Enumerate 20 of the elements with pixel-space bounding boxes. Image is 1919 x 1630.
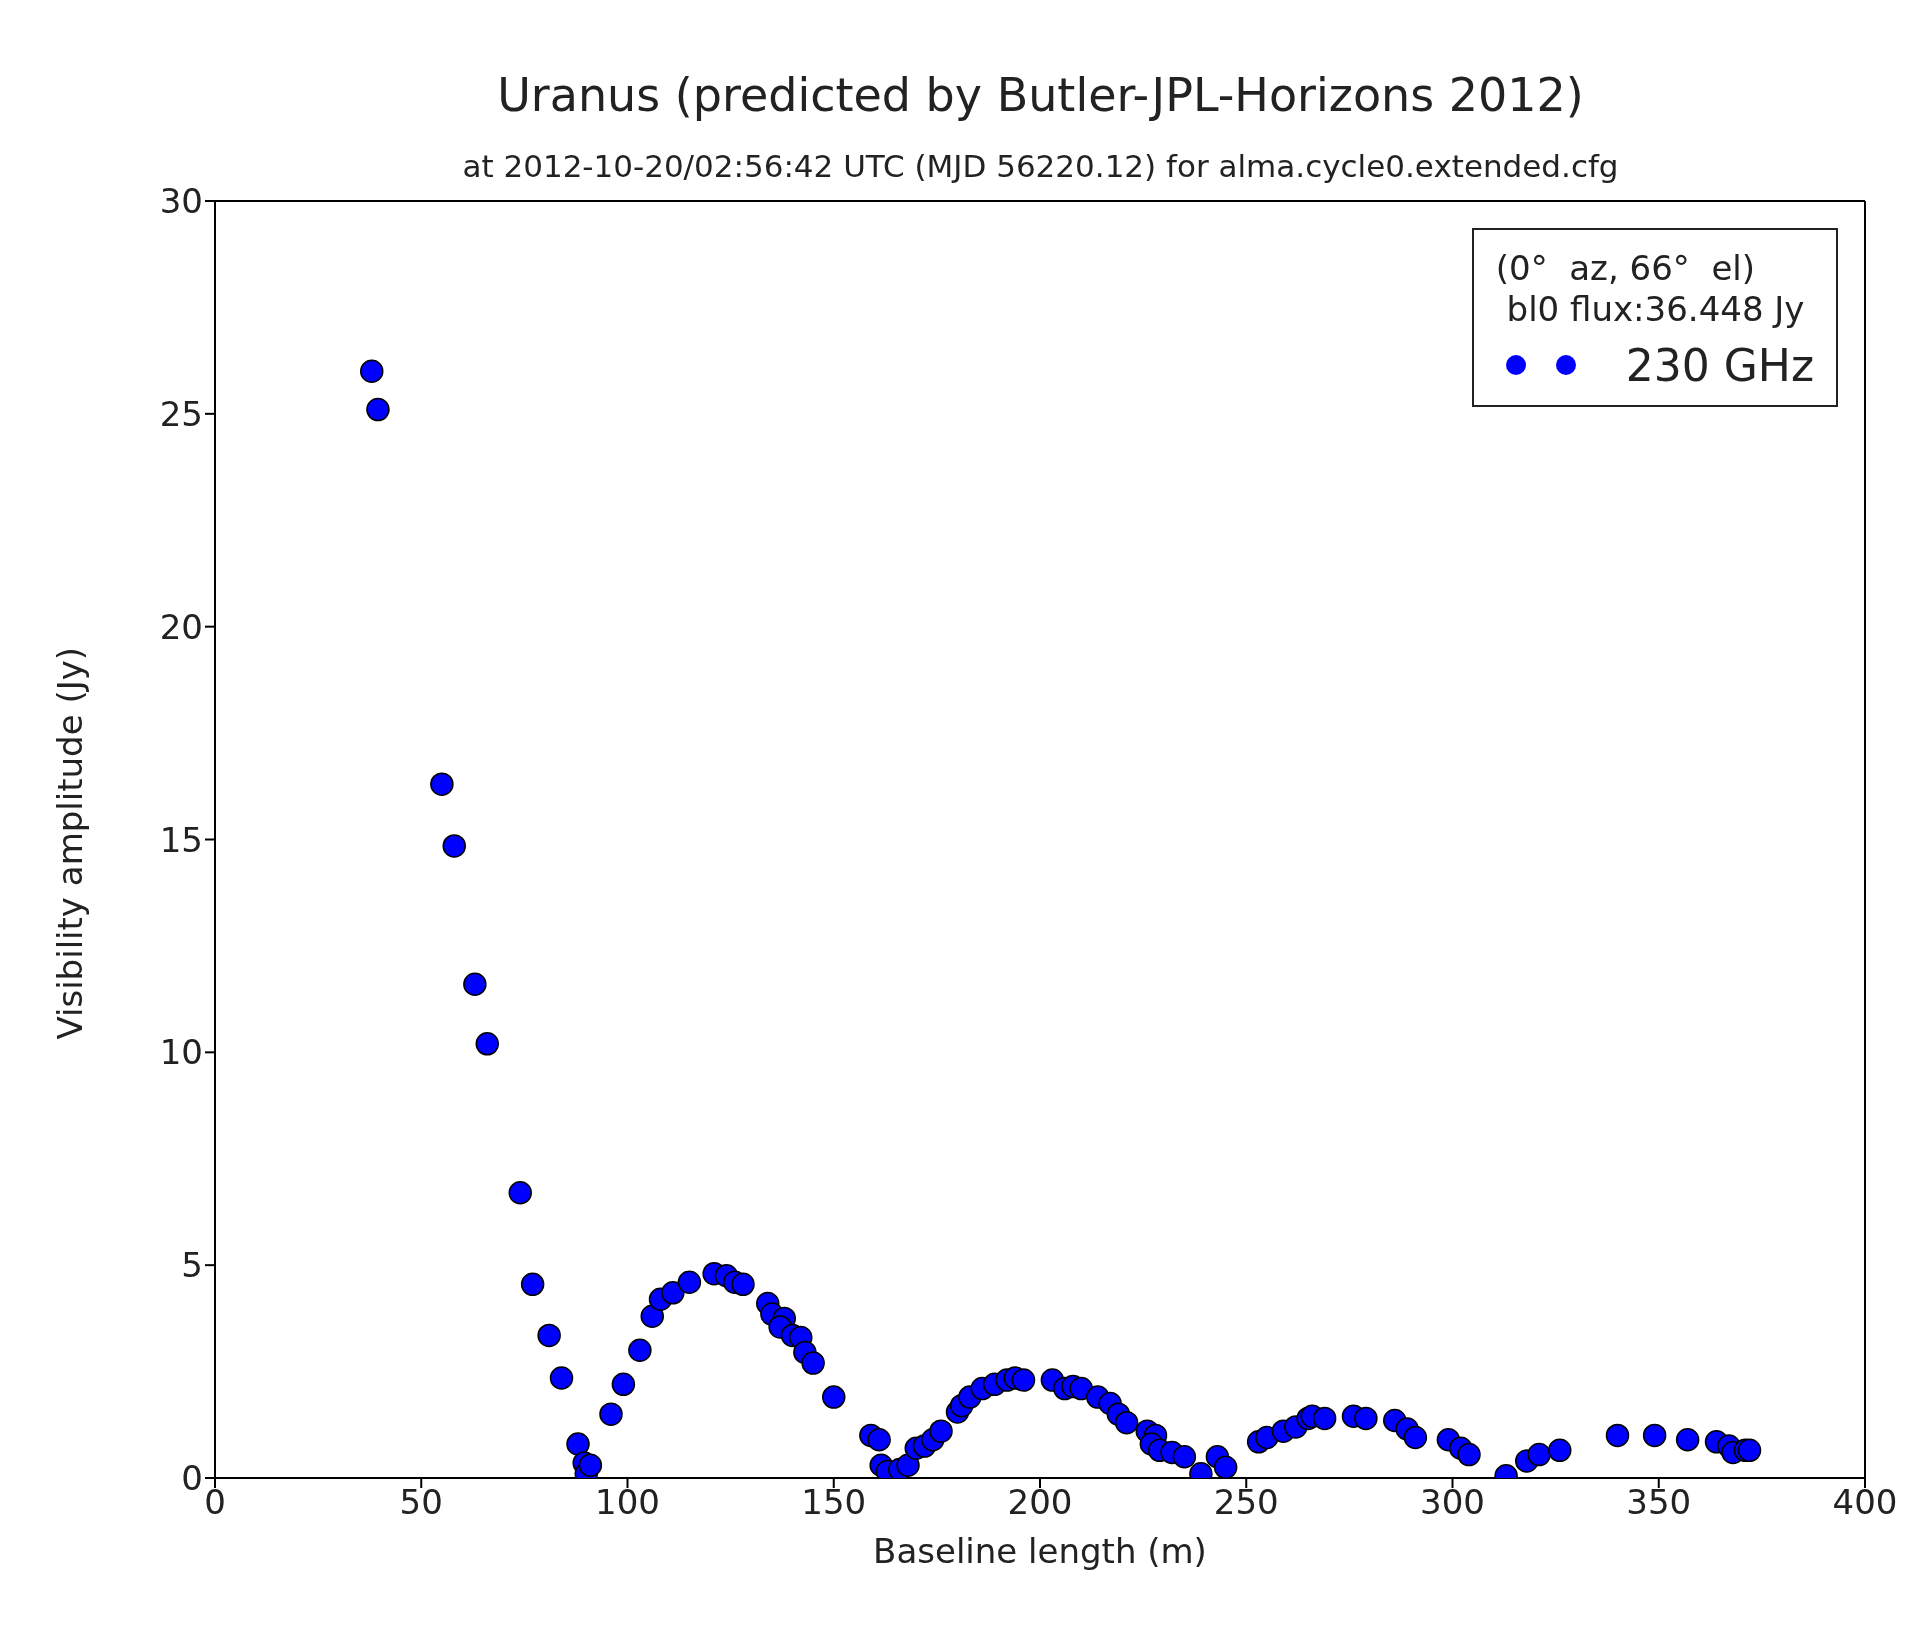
y-tick-label: 30 xyxy=(159,181,203,222)
chart-title: Uranus (predicted by Butler-JPL-Horizons 2012) xyxy=(496,68,1585,122)
y-tick-label: 25 xyxy=(159,393,203,434)
x-tick-label: 100 xyxy=(595,1482,660,1523)
y-tick-label: 15 xyxy=(159,819,203,860)
x-tick-label: 150 xyxy=(801,1482,867,1523)
legend-title: (0° az, 66° el) bl0 flux:36.448 Jy xyxy=(1495,248,1806,330)
chart-subtitle: at 2012-10-20/02:56:42 UTC (MJD 56220.12) for alma.cycle0.extended.cfg xyxy=(462,148,1619,184)
x-tick-label: 50 xyxy=(399,1482,443,1523)
x-axis-title: Baseline length (m) xyxy=(873,1531,1207,1571)
y-axis-title: Visibility amplitude (Jy) xyxy=(50,646,91,1040)
x-tick-label: 300 xyxy=(1420,1482,1485,1523)
y-tick-label: 20 xyxy=(159,606,203,647)
y-tick-label: 5 xyxy=(181,1245,203,1286)
x-tick-label: 250 xyxy=(1213,1482,1279,1523)
legend-label: 230 GHz xyxy=(1625,339,1814,391)
x-tick-label: 400 xyxy=(1832,1482,1898,1523)
y-tick-label: 10 xyxy=(159,1032,203,1073)
x-tick-label: 200 xyxy=(1007,1482,1073,1523)
x-tick-label: 350 xyxy=(1626,1482,1692,1523)
